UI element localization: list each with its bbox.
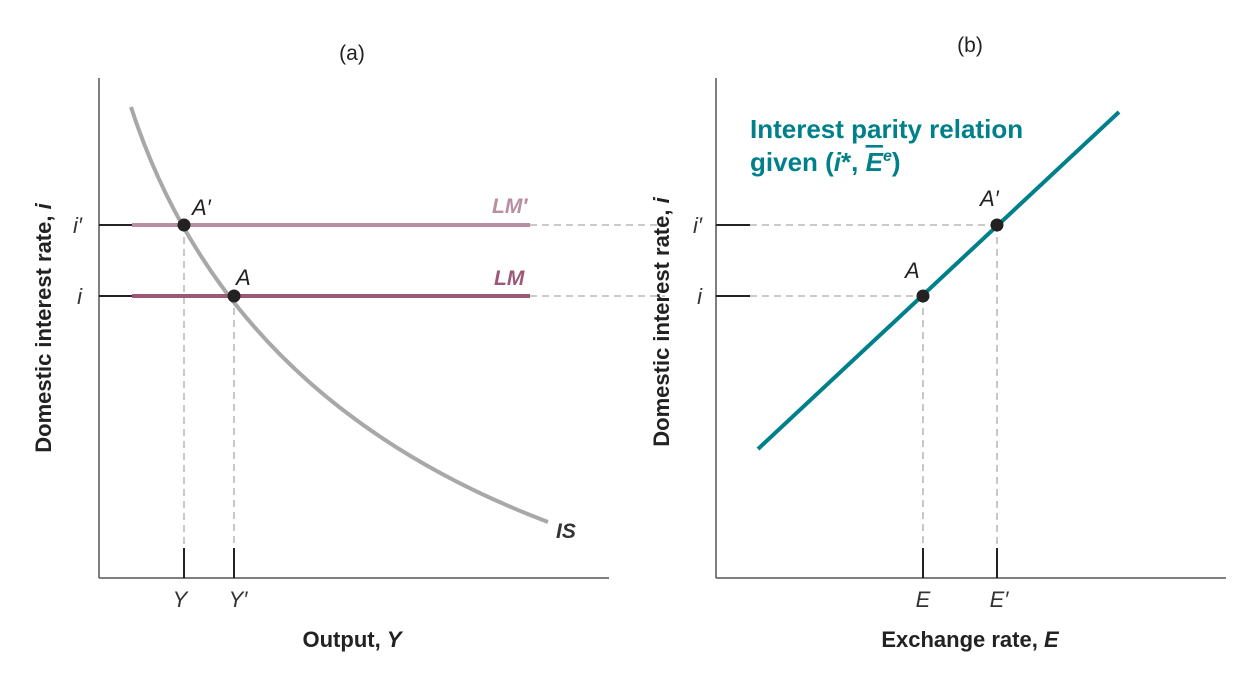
panel-a-x-tick-label-right: Y′ xyxy=(229,587,249,612)
panel-a-x-axis-title: Output, Y xyxy=(303,627,404,652)
interest-parity-line xyxy=(756,110,1121,451)
panel-b-x-axis-title: Exchange rate, E xyxy=(881,627,1060,652)
panel-a-x-axis-title-text: Output, xyxy=(303,627,387,652)
panel-b-y-axis-title: Domestic interest rate, i xyxy=(649,196,674,446)
is-curve-label: IS xyxy=(556,520,576,543)
relation-star: * xyxy=(841,147,852,177)
panel-b-point-initial-label: A xyxy=(903,258,920,283)
interest-parity-label-line1: Interest parity relation xyxy=(750,114,1023,144)
panel-b-x-tick-label-left: E xyxy=(916,587,931,612)
panel-b-y-tick-label-high: i′ xyxy=(693,213,703,238)
panel-b-x-axis-title-var: E xyxy=(1044,627,1060,652)
panel-a-label: (a) xyxy=(339,42,365,65)
panel-a-point-new xyxy=(177,218,191,232)
panel-a-point-initial-label: A xyxy=(234,265,251,290)
panel-a: (a) i′ i Y Y′ A′ A LM′ LM IS xyxy=(31,42,665,652)
panel-a-y-axis-title-text: Domestic interest rate, xyxy=(31,209,56,452)
is-curve xyxy=(129,106,549,524)
relation-istar: i xyxy=(834,147,842,177)
panel-a-y-axis-title: Domestic interest rate, i xyxy=(31,202,56,452)
relation-sep: , xyxy=(851,147,865,177)
panel-b-label: (b) xyxy=(957,34,983,57)
panel-a-y-axis-title-var: i xyxy=(31,202,56,209)
panel-b-x-axis-title-text: Exchange rate, xyxy=(881,627,1044,652)
panel-b-y-axis-title-text: Domestic interest rate, xyxy=(649,203,674,446)
relation-sup: e xyxy=(883,148,892,165)
panel-b-point-initial xyxy=(916,289,930,303)
relation-prefix: given ( xyxy=(750,147,834,177)
panel-b: (b) i′ i E E′ A A′ Interest parity relat… xyxy=(649,34,1226,652)
panel-b-y-tick-label-low: i xyxy=(697,284,703,309)
lm-label: LM xyxy=(494,267,525,290)
panel-a-x-tick-label-left: Y xyxy=(173,587,189,612)
panel-b-x-tick-label-right: E′ xyxy=(990,587,1010,612)
interest-parity-label-line2: given (i*, Ee) xyxy=(750,147,901,177)
panel-a-point-initial xyxy=(227,289,241,303)
relation-ebar: E xyxy=(866,147,884,177)
panel-a-y-tick-label-high: i′ xyxy=(73,213,83,238)
panel-a-y-tick-label-low: i xyxy=(77,284,83,309)
panel-a-point-new-label: A′ xyxy=(190,195,212,220)
panel-b-point-new xyxy=(990,218,1004,232)
panel-b-y-axis-title-var: i xyxy=(649,196,674,203)
relation-close: ) xyxy=(892,147,901,177)
panel-a-x-axis-title-var: Y xyxy=(387,627,404,652)
panel-b-point-new-label: A′ xyxy=(978,186,1000,211)
lm-new-label: LM′ xyxy=(492,195,528,218)
